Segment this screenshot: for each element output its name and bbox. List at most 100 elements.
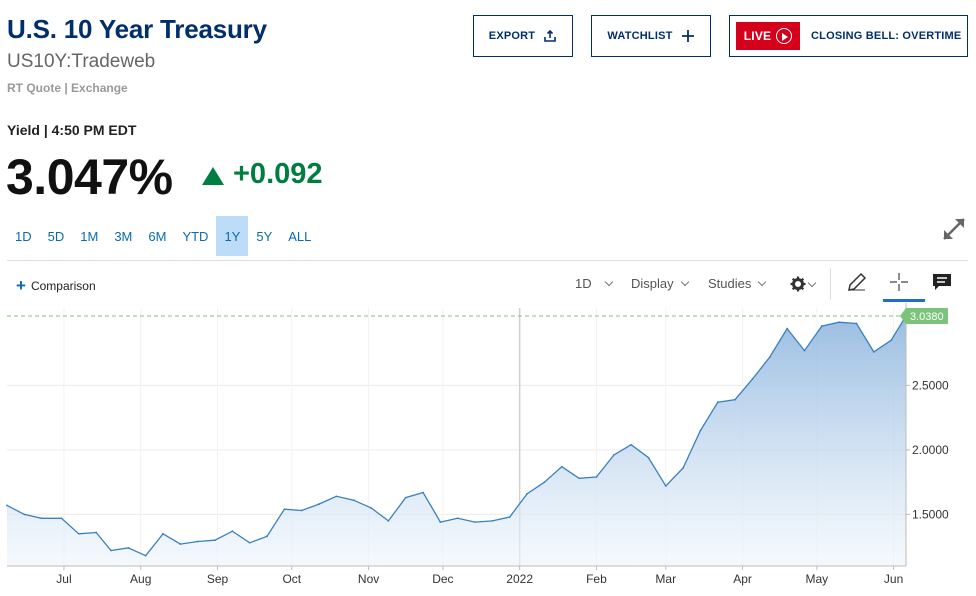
display-dropdown[interactable]: Display (631, 276, 689, 291)
chevron-down-icon (758, 277, 767, 287)
data-point (300, 509, 303, 512)
x-tick-label: Feb (586, 572, 607, 586)
x-tick-label: Jul (56, 572, 71, 586)
crosshair-icon[interactable] (887, 270, 911, 294)
data-point (647, 456, 650, 459)
range-5y[interactable]: 5Y (256, 228, 273, 244)
interval-label: 1D (575, 276, 592, 291)
data-point (335, 495, 338, 498)
data-point (40, 517, 43, 520)
x-tick-label: Mar (655, 572, 676, 586)
data-point (283, 508, 286, 511)
export-button[interactable]: EXPORT (473, 15, 573, 57)
price-change: +0.092 (233, 158, 323, 190)
data-point (682, 467, 685, 469)
yield-chart[interactable]: 3.0380 1.5000 2.0000 2.5000 Jul Aug Sep Oct Nov D… (0, 303, 976, 596)
data-point (214, 539, 216, 542)
data-point (560, 465, 563, 468)
data-point (768, 356, 771, 358)
data-point (60, 517, 63, 520)
data-point (820, 325, 823, 327)
comparison-label: Comparison (30, 279, 96, 293)
data-point (439, 521, 442, 524)
data-point (456, 517, 459, 520)
chevron-down-icon (680, 277, 689, 287)
data-point (890, 339, 893, 342)
data-point (248, 541, 251, 544)
data-point (630, 443, 632, 446)
data-point (734, 398, 737, 401)
range-1m[interactable]: 1M (80, 228, 99, 244)
x-tick-label: May (806, 572, 829, 586)
data-point (612, 454, 615, 456)
data-point (422, 491, 424, 494)
y-tick-label: 2.5000 (912, 378, 949, 392)
export-label: EXPORT (488, 30, 536, 42)
plus-icon: + (16, 276, 26, 295)
data-point (751, 378, 754, 380)
display-label: Display (631, 276, 674, 291)
studies-label: Studies (708, 276, 752, 291)
x-tick-label: 2022 (506, 572, 533, 586)
data-point (786, 327, 789, 330)
interval-dropdown[interactable]: 1D (575, 276, 613, 291)
data-point (127, 547, 130, 549)
symbol-label: US10Y:Tradeweb (7, 51, 156, 72)
x-tick-label: Aug (130, 572, 151, 586)
data-point (872, 350, 875, 353)
data-point (803, 349, 806, 352)
chevron-down-icon (604, 277, 613, 287)
data-point (838, 321, 841, 324)
data-point (110, 549, 112, 552)
chevron-down-icon (807, 278, 817, 287)
range-all[interactable]: ALL (288, 228, 312, 244)
comparison-button[interactable]: + Comparison (16, 276, 96, 295)
data-point (855, 322, 858, 325)
data-point (387, 519, 390, 522)
watchlist-button[interactable]: WATCHLIST (591, 15, 711, 57)
data-point (95, 531, 98, 534)
range-1y[interactable]: 1Y (216, 216, 249, 256)
data-point (196, 540, 199, 543)
data-point (370, 507, 372, 509)
data-point (6, 504, 8, 507)
data-point (231, 530, 234, 533)
range-3m[interactable]: 3M (114, 228, 133, 244)
closing-bell-label: CLOSING BELL: OVERTIME (811, 30, 962, 42)
expand-arrows-icon[interactable] (940, 215, 968, 243)
up-arrow-icon (202, 167, 224, 185)
last-value-label: 3.0380 (910, 311, 944, 323)
yield-timestamp: Yield | 4:50 PM EDT (7, 122, 137, 138)
gear-icon (790, 276, 806, 292)
data-point (699, 429, 702, 432)
x-tick-label: Apr (733, 572, 752, 586)
studies-dropdown[interactable]: Studies (708, 276, 767, 291)
x-tick-label: Sep (207, 572, 229, 586)
range-1d[interactable]: 1D (15, 228, 32, 244)
watchlist-label: WATCHLIST (607, 30, 673, 42)
live-badge: LIVE (736, 22, 800, 50)
data-point (23, 513, 26, 516)
x-tick-label: Nov (358, 572, 379, 586)
data-point (595, 476, 598, 478)
range-6m[interactable]: 6M (148, 228, 167, 244)
range-ytd[interactable]: YTD (182, 228, 209, 244)
data-point (543, 481, 546, 484)
page-title: U.S. 10 Year Treasury (7, 14, 267, 44)
y-tick-label: 1.5000 (912, 507, 949, 521)
last-value-badge (900, 307, 948, 324)
y-tick-label: 2.0000 (912, 443, 949, 457)
closing-bell-live-button[interactable]: LIVE CLOSING BELL: OVERTIME (729, 15, 968, 57)
last-price: 3.047% (6, 149, 173, 205)
data-point (491, 519, 494, 522)
pencil-icon[interactable] (845, 270, 869, 294)
chat-icon[interactable] (930, 270, 954, 294)
quote-type-label: RT Quote | Exchange (7, 81, 128, 95)
range-5d[interactable]: 5D (47, 228, 65, 244)
data-point (474, 521, 476, 524)
plus-icon (681, 30, 694, 42)
data-point (526, 492, 528, 495)
data-point (352, 499, 355, 502)
settings-dropdown[interactable] (790, 276, 817, 292)
x-tick-label: Dec (432, 572, 453, 586)
